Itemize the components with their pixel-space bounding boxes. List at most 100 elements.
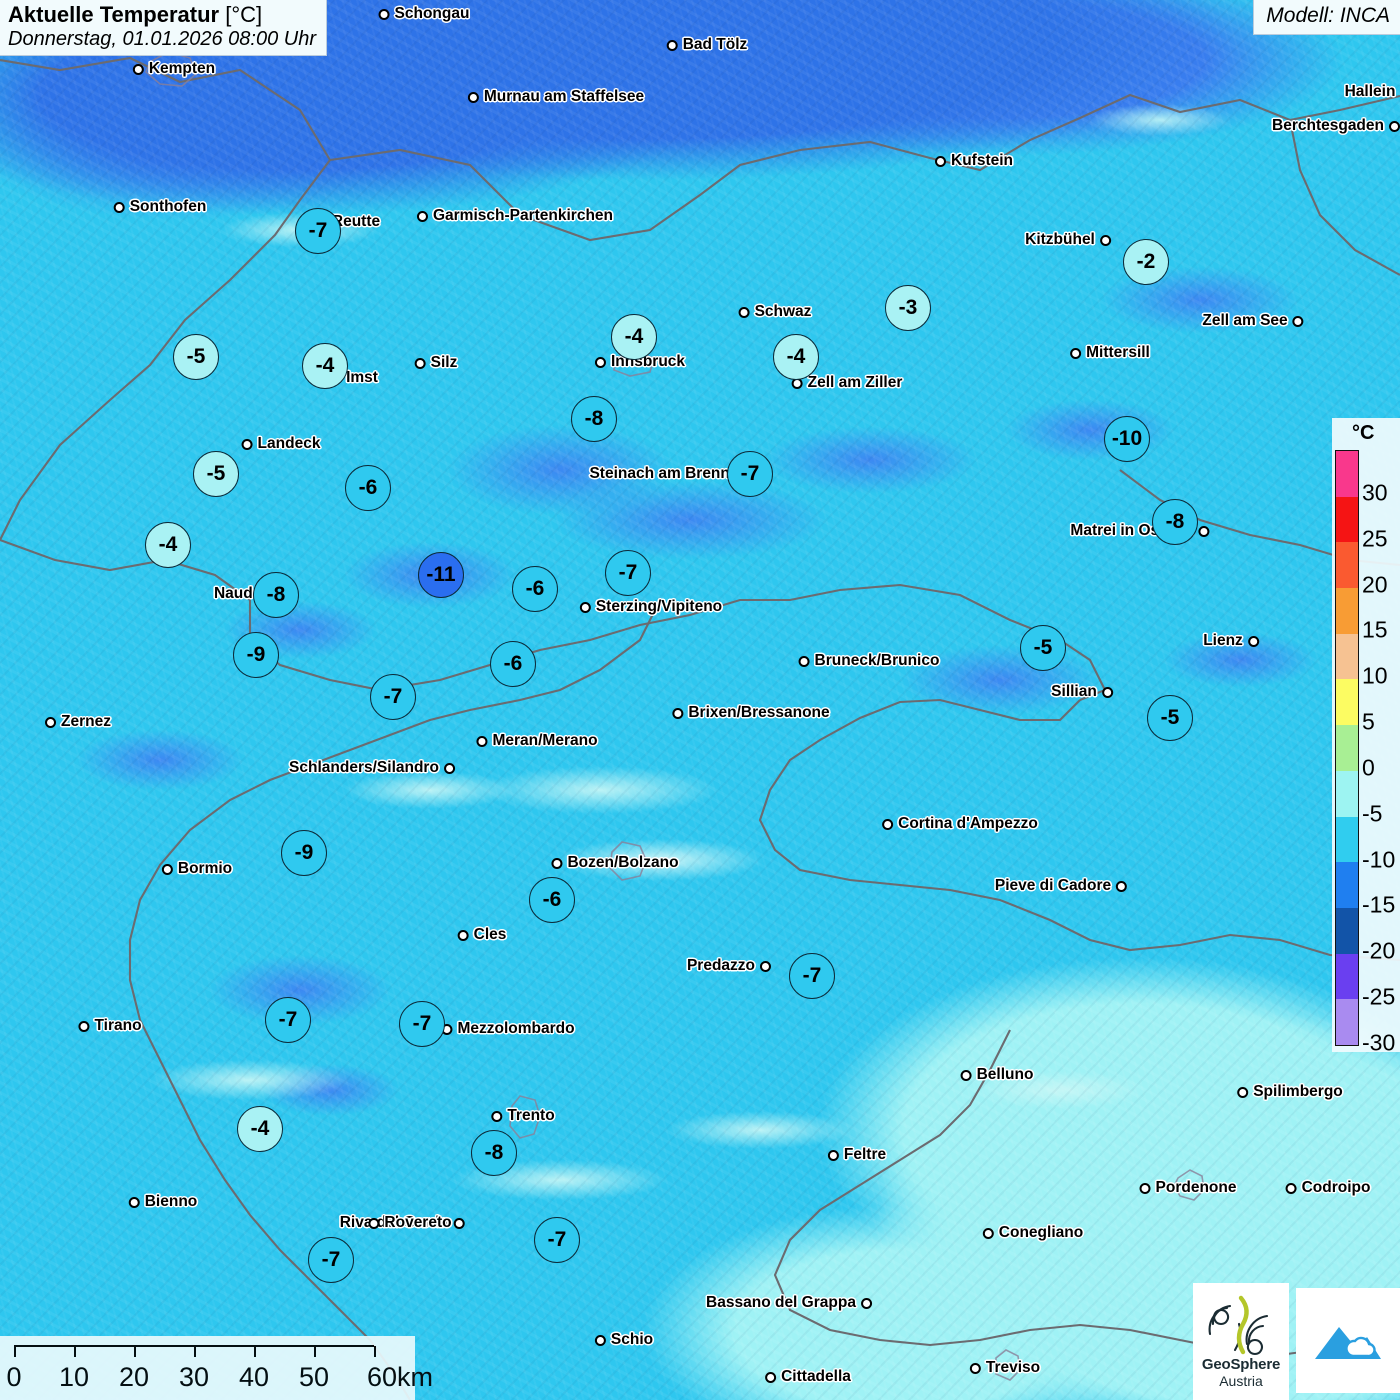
city-marker: Bassano del Grappa <box>706 1294 872 1312</box>
city-dot-icon <box>861 1298 872 1309</box>
scale-bar-ruler <box>14 1346 374 1357</box>
city-dot-icon <box>415 358 426 369</box>
title-text: Aktuelle Temperatur <box>8 2 219 27</box>
city-label: Treviso <box>986 1359 1040 1377</box>
city-label: Brixen/Bressanone <box>688 704 829 722</box>
city-label: Steinach am Brenner <box>589 465 744 483</box>
city-label: Bassano del Grappa <box>706 1294 856 1312</box>
city-label: Bruneck/Brunico <box>815 652 940 670</box>
city-label: Berchtesgaden <box>1272 117 1384 135</box>
geosphere-mark-icon <box>1205 1294 1277 1356</box>
city-dot-icon <box>1286 1183 1297 1194</box>
city-dot-icon <box>882 819 893 830</box>
city-marker: Silz <box>415 354 458 372</box>
map-title-box: Aktuelle Temperatur [°C] Donnerstag, 01.… <box>0 0 327 56</box>
legend-color-segment <box>1336 817 1358 863</box>
city-label: Bad Tölz <box>683 36 748 54</box>
city-dot-icon <box>1140 1183 1151 1194</box>
city-label: Bormio <box>178 860 232 878</box>
city-marker: Sillian <box>1051 683 1113 701</box>
city-marker: Schwaz <box>739 303 812 321</box>
temperature-bubble: -7 <box>789 953 835 999</box>
city-dot-icon <box>476 736 487 747</box>
city-label: Lienz <box>1203 632 1243 650</box>
city-dot-icon <box>453 1218 464 1229</box>
city-dot-icon <box>765 1372 776 1383</box>
city-marker: Codroipo <box>1286 1179 1371 1197</box>
scale-bar-tick <box>134 1346 136 1357</box>
city-label: Zell am See <box>1202 312 1287 330</box>
city-dot-icon <box>1248 636 1259 647</box>
city-dot-icon <box>672 708 683 719</box>
city-dot-icon <box>595 1335 606 1346</box>
city-marker: Spilimbergo <box>1237 1083 1343 1101</box>
legend-tick-label: -30 <box>1362 1029 1395 1056</box>
city-marker: Schongau <box>379 5 470 23</box>
city-label: Sillian <box>1051 683 1097 701</box>
legend-color-segment <box>1336 771 1358 817</box>
legend-color-segment <box>1336 588 1358 634</box>
city-label: Cles <box>474 926 507 944</box>
legend-tick-label: 10 <box>1362 662 1388 689</box>
city-marker: Murnau am Staffelsee <box>468 88 644 106</box>
temperature-bubble: -9 <box>281 830 327 876</box>
legend-tick-label: 20 <box>1362 571 1388 598</box>
city-label: Mittersill <box>1086 344 1150 362</box>
city-label: Predazzo <box>687 957 755 975</box>
scale-bar-label: 10 <box>59 1362 89 1393</box>
scale-bar-label: 40 <box>239 1362 269 1393</box>
temperature-bubble: -2 <box>1123 239 1169 285</box>
legend-color-segment <box>1336 451 1358 497</box>
city-dot-icon <box>45 717 56 728</box>
city-marker: Tirano <box>78 1017 141 1035</box>
city-label: Meran/Merano <box>492 732 597 750</box>
city-dot-icon <box>739 307 750 318</box>
city-marker: Schlanders/Silandro <box>289 759 455 777</box>
legend-tick-label: -10 <box>1362 846 1395 873</box>
city-label: Conegliano <box>999 1224 1083 1242</box>
city-dot-icon <box>760 961 771 972</box>
city-marker: Brixen/Bressanone <box>672 704 829 722</box>
scale-bar-label: 50 <box>299 1362 329 1393</box>
temperature-bubble: -7 <box>534 1217 580 1263</box>
legend-color-segment <box>1336 497 1358 543</box>
temperature-bubble: -5 <box>1147 695 1193 741</box>
city-label: Silz <box>431 354 458 372</box>
city-dot-icon <box>491 1111 502 1122</box>
city-label: Trento <box>507 1107 554 1125</box>
temperature-bubble: -5 <box>1020 625 1066 671</box>
temperature-bubble: -7 <box>308 1237 354 1283</box>
mountain-weather-logo <box>1296 1288 1400 1393</box>
city-dot-icon <box>1116 881 1127 892</box>
scale-bar-tick <box>14 1346 16 1357</box>
city-dot-icon <box>551 858 562 869</box>
city-marker: Bormio <box>162 860 232 878</box>
city-label: Codroipo <box>1302 1179 1371 1197</box>
city-marker: Kitzbühel <box>1025 231 1111 249</box>
scale-bar-tick <box>254 1346 256 1357</box>
temperature-bubble: -7 <box>605 550 651 596</box>
temperature-bubble: -6 <box>345 465 391 511</box>
city-label: Sterzing/Vipiteno <box>596 598 722 616</box>
city-label: Pieve di Cadore <box>995 877 1111 895</box>
title-unit: [°C] <box>225 2 262 27</box>
city-marker: Rovereto <box>368 1214 451 1232</box>
page-title: Aktuelle Temperatur [°C] <box>8 3 316 28</box>
legend-tick-label: 15 <box>1362 617 1388 644</box>
city-marker: Zell am See <box>1202 312 1303 330</box>
weather-map-canvas[interactable]: SchongauBad TölzHalleinKemptenMurnau am … <box>0 0 1400 1400</box>
city-label: Landeck <box>258 435 321 453</box>
city-label: Schwaz <box>755 303 812 321</box>
city-dot-icon <box>1070 348 1081 359</box>
city-label: Imst <box>346 369 378 387</box>
city-dot-icon <box>1100 235 1111 246</box>
city-dot-icon <box>78 1021 89 1032</box>
scale-bar-label: 20 <box>119 1362 149 1393</box>
city-marker: Mittersill <box>1070 344 1150 362</box>
city-label: Mezzolombardo <box>457 1020 574 1038</box>
temperature-bubble: -5 <box>173 334 219 380</box>
city-label: Kufstein <box>951 152 1013 170</box>
model-label: Modell: INCA <box>1253 0 1400 35</box>
temperature-bubble: -7 <box>399 1001 445 1047</box>
city-dot-icon <box>828 1150 839 1161</box>
